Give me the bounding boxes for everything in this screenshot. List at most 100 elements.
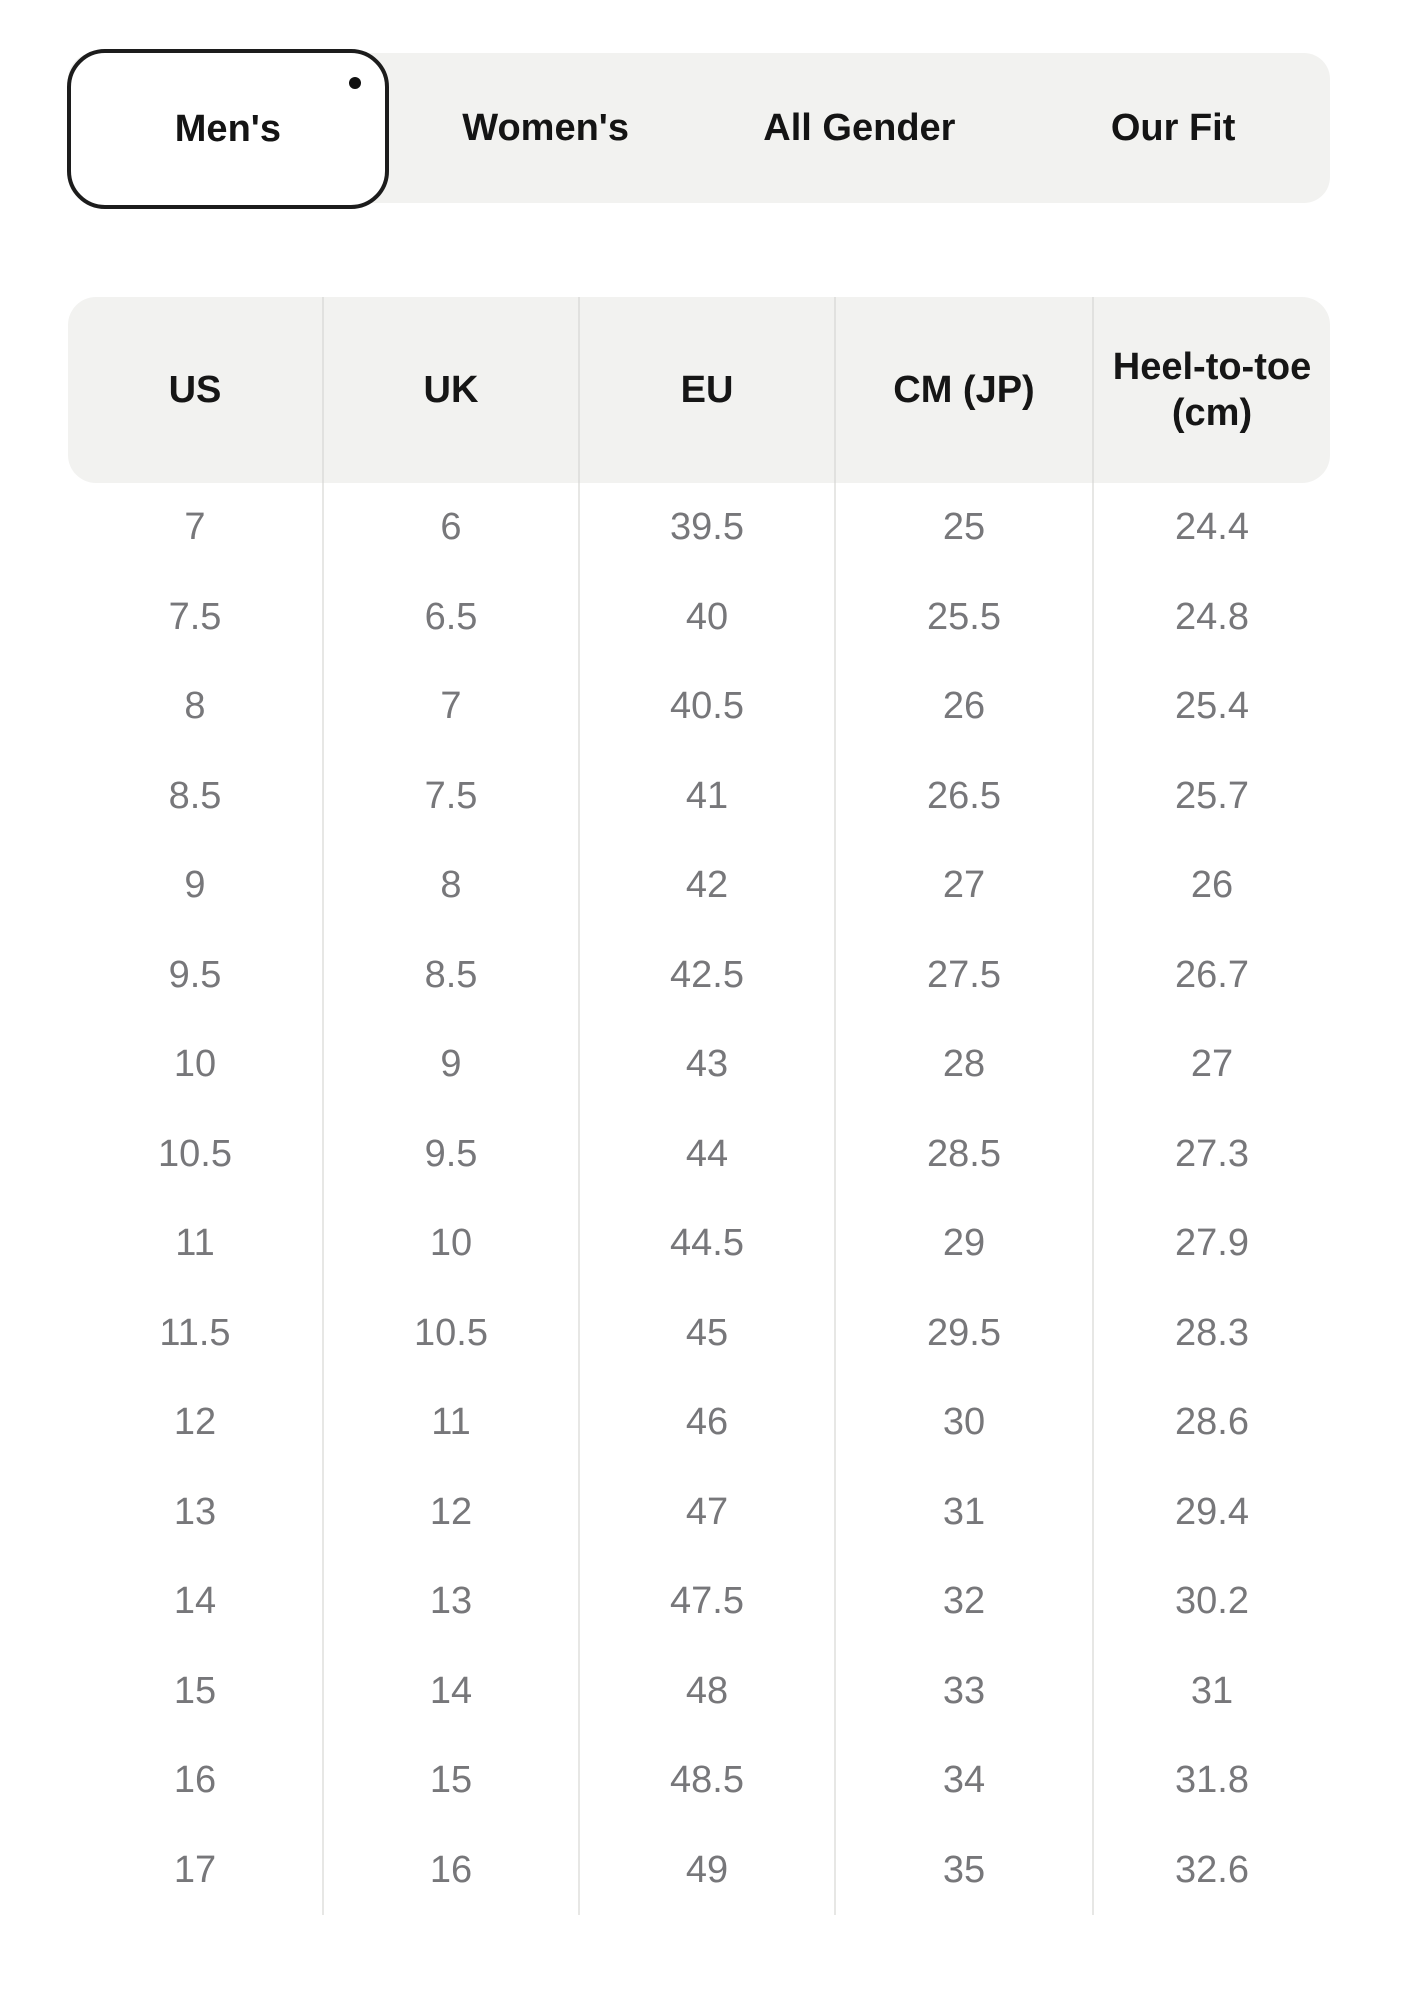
table-cell: 30.2 (1175, 1580, 1249, 1623)
tab-all-gender[interactable]: All Gender (703, 53, 1017, 203)
table-cell: 34 (836, 1736, 1094, 1826)
table-cell: 40.5 (580, 662, 836, 752)
table-cell: 11 (68, 1199, 324, 1289)
gender-tab-bar: Men's Women's All Gender Our Fit (67, 49, 1330, 209)
table-cell: 40 (580, 572, 836, 662)
table-cell: 25.5 (836, 572, 1094, 662)
table-row: 15 14 48 33 31 (68, 1646, 1330, 1736)
table-cell: 25.4 (1175, 685, 1249, 728)
tab-our-fit[interactable]: Our Fit (1016, 53, 1330, 203)
table-cell: 8 (68, 662, 324, 752)
table-row: 8.5 7.5 41 26.5 25.7 (68, 751, 1330, 841)
table-cell: 44.5 (580, 1199, 836, 1289)
table-cell: 28.3 (1175, 1311, 1249, 1354)
table-cell: 46 (580, 1378, 836, 1468)
table-cell: 30 (836, 1378, 1094, 1468)
table-cell: 25.7 (1175, 774, 1249, 817)
table-cell: 7.5 (68, 572, 324, 662)
table-cell: 11.5 (68, 1288, 324, 1378)
tab-our-fit-label: Our Fit (1110, 106, 1236, 149)
table-row: 14 13 47.5 32 30.2 (68, 1557, 1330, 1647)
table-cell: 16 (68, 1736, 324, 1826)
table-cell: 27 (1190, 1043, 1234, 1086)
table-cell: 28.5 (836, 1109, 1094, 1199)
table-cell: 10 (324, 1199, 580, 1289)
column-header-us: US (68, 297, 324, 483)
table-cell: 16 (324, 1825, 580, 1915)
table-cell: 6 (324, 483, 580, 573)
table-cell: 10 (68, 1020, 324, 1110)
table-cell: 26 (1190, 864, 1234, 907)
tab-mens[interactable]: Men's (67, 49, 389, 209)
table-cell: 31 (836, 1467, 1094, 1557)
table-cell: 25 (836, 483, 1094, 573)
table-cell: 33 (836, 1646, 1094, 1736)
table-cell: 13 (68, 1467, 324, 1557)
table-cell: 9.5 (68, 930, 324, 1020)
tab-womens[interactable]: Women's (389, 53, 703, 203)
table-cell: 31 (1190, 1669, 1234, 1712)
table-cell: 8 (324, 841, 580, 931)
table-cell: 9.5 (324, 1109, 580, 1199)
size-table-header-row: US UK EU CM (JP) Heel-to-toe (cm) (68, 297, 1330, 483)
table-cell: 8.5 (68, 751, 324, 841)
table-row: 17 16 49 35 32.6 (68, 1825, 1330, 1915)
table-cell: 14 (324, 1646, 580, 1736)
table-cell: 12 (324, 1467, 580, 1557)
table-cell: 27.5 (836, 930, 1094, 1020)
table-row: 16 15 48.5 34 31.8 (68, 1736, 1330, 1826)
table-cell: 26.7 (1175, 953, 1249, 996)
table-cell: 32 (836, 1557, 1094, 1647)
table-cell: 41 (580, 751, 836, 841)
table-cell: 29.4 (1175, 1490, 1249, 1533)
table-cell: 47.5 (580, 1557, 836, 1647)
column-header-heel-to-toe: Heel-to-toe (cm) (1112, 346, 1312, 434)
table-cell: 48.5 (580, 1736, 836, 1826)
table-cell: 10.5 (68, 1109, 324, 1199)
column-header-cm-jp: CM (JP) (836, 297, 1094, 483)
table-cell: 7 (68, 483, 324, 573)
table-cell: 15 (68, 1646, 324, 1736)
tab-all-gender-label: All Gender (763, 106, 956, 149)
tab-womens-label: Women's (462, 106, 629, 149)
table-row: 13 12 47 31 29.4 (68, 1467, 1330, 1557)
table-cell: 7 (324, 662, 580, 752)
table-cell: 27 (836, 841, 1094, 931)
table-cell: 32.6 (1175, 1848, 1249, 1891)
table-row: 7.5 6.5 40 25.5 24.8 (68, 572, 1330, 662)
column-header-uk: UK (324, 297, 580, 483)
table-cell: 49 (580, 1825, 836, 1915)
table-cell: 35 (836, 1825, 1094, 1915)
table-cell: 44 (580, 1109, 836, 1199)
table-row: 7 6 39.5 25 24.4 (68, 483, 1330, 573)
table-cell: 12 (68, 1378, 324, 1468)
table-cell: 9 (324, 1020, 580, 1110)
table-cell: 10.5 (324, 1288, 580, 1378)
table-cell: 45 (580, 1288, 836, 1378)
table-cell: 42.5 (580, 930, 836, 1020)
table-cell: 15 (324, 1736, 580, 1826)
table-row: 9.5 8.5 42.5 27.5 26.7 (68, 930, 1330, 1020)
table-cell: 47 (580, 1467, 836, 1557)
table-cell: 29.5 (836, 1288, 1094, 1378)
table-cell: 9 (68, 841, 324, 931)
table-cell: 13 (324, 1557, 580, 1647)
table-cell: 28.6 (1175, 1401, 1249, 1444)
column-header-eu: EU (580, 297, 836, 483)
table-cell: 24.4 (1175, 506, 1249, 549)
table-cell: 31.8 (1175, 1759, 1249, 1802)
table-row: 11.5 10.5 45 29.5 28.3 (68, 1288, 1330, 1378)
size-table-body: 7 6 39.5 25 24.4 7.5 6.5 40 25.5 24.8 8 7 40.5 26 25.4… (68, 483, 1330, 1915)
table-cell: 17 (68, 1825, 324, 1915)
table-row: 11 10 44.5 29 27.9 (68, 1199, 1330, 1289)
table-row: 8 7 40.5 26 25.4 (68, 662, 1330, 752)
table-cell: 7.5 (324, 751, 580, 841)
table-cell: 42 (580, 841, 836, 931)
table-cell: 26 (836, 662, 1094, 752)
table-cell: 11 (324, 1378, 580, 1468)
table-row: 10.5 9.5 44 28.5 27.3 (68, 1109, 1330, 1199)
table-cell: 24.8 (1175, 595, 1249, 638)
table-cell: 28 (836, 1020, 1094, 1110)
table-cell: 39.5 (580, 483, 836, 573)
table-cell: 29 (836, 1199, 1094, 1289)
